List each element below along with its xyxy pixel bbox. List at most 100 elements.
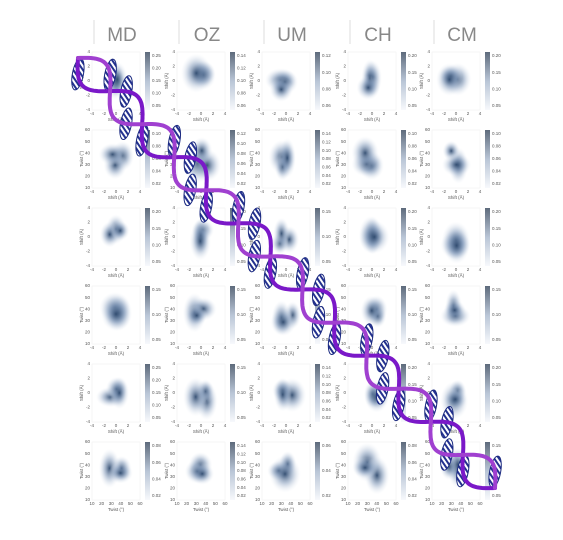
x-tick-label: 60	[137, 501, 143, 506]
y-tick-label: 2	[427, 64, 430, 69]
colorbar-tick-label: 0.05	[152, 415, 161, 420]
x-tick-label: -2	[187, 267, 191, 272]
x-tick-label: 0	[371, 111, 374, 116]
y-tick-label: 40	[255, 462, 261, 467]
density-blob	[190, 462, 215, 485]
density-blob	[269, 77, 293, 102]
column-header: OZ	[194, 25, 221, 46]
y-tick-label: 0	[427, 234, 430, 239]
x-tick-label: -2	[358, 111, 362, 116]
colorbar-tick-label: 0.12	[322, 53, 331, 58]
x-tick-label: -2	[442, 345, 446, 350]
colorbar-tick-label: 0.06	[237, 103, 246, 108]
x-tick-label: 2	[467, 423, 470, 428]
y-tick-label: 10	[341, 497, 347, 502]
x-tick-label: 4	[395, 345, 398, 350]
colorbar-tick-label: 0.05	[408, 103, 417, 108]
x-tick-label: -2	[358, 423, 362, 428]
x-tick-label: 4	[479, 423, 482, 428]
y-tick-label: 2	[343, 64, 346, 69]
x-tick-label: -4	[90, 111, 94, 116]
y-tick-label: 20	[170, 486, 176, 491]
x-axis-label: Shift (Å)	[193, 428, 210, 434]
x-tick-label: 0	[455, 267, 458, 272]
colorbar	[401, 442, 406, 500]
y-tick-label: -4	[256, 419, 260, 424]
y-tick-label: 0	[172, 234, 175, 239]
colorbar-tick-label: 0.04	[408, 477, 417, 482]
colorbar-tick-label: 0.20	[152, 378, 161, 383]
x-tick-label: -2	[102, 267, 106, 272]
y-tick-label: 50	[255, 139, 261, 144]
x-tick-label: 2	[297, 111, 300, 116]
colorbar-tick-label: 0.10	[322, 382, 331, 387]
y-axis-label: Twist (°)	[249, 306, 254, 323]
colorbar	[485, 364, 490, 422]
y-tick-label: 4	[87, 205, 90, 210]
colorbar	[485, 130, 490, 188]
y-tick-label: 4	[343, 361, 346, 366]
x-tick-label: 2	[127, 267, 130, 272]
y-tick-label: -2	[171, 249, 175, 254]
y-axis-label: Shift (Å)	[334, 72, 340, 89]
colorbar-tick-label: 0.14	[237, 53, 246, 58]
colorbar-tick-label: 0.04	[152, 477, 161, 482]
density-blob	[356, 75, 381, 101]
x-tick-label: 2	[297, 189, 300, 194]
y-tick-label: 4	[172, 361, 175, 366]
colorbar-tick-label: 0.06	[322, 103, 331, 108]
colorbar-tick-label: 0.12	[237, 66, 246, 71]
y-axis-label: Twist (°)	[335, 150, 340, 167]
colorbar-tick-label: 0.10	[322, 312, 331, 317]
y-tick-label: 2	[87, 376, 90, 381]
colorbar-tick-label: 0.02	[322, 493, 331, 498]
density-blob	[436, 63, 463, 96]
x-tick-label: 4	[139, 111, 142, 116]
y-axis-label: Twist (°)	[79, 462, 84, 479]
y-tick-label: 0	[87, 78, 90, 83]
y-tick-label: 60	[255, 127, 261, 132]
y-tick-label: 10	[425, 497, 431, 502]
y-tick-label: 4	[87, 361, 90, 366]
colorbar-tick-label: 0.12	[322, 374, 331, 379]
colorbar-tick-label: 0.02	[492, 181, 501, 186]
y-tick-label: 20	[425, 486, 431, 491]
colorbar-tick-label: 0.10	[237, 312, 246, 317]
colorbar-tick-label: 0.25	[152, 53, 161, 58]
x-tick-label: 0	[115, 111, 118, 116]
x-axis-label: Shift (Å)	[448, 116, 465, 122]
x-axis-label: Twist (°)	[108, 507, 125, 512]
x-tick-label: 0	[455, 345, 458, 350]
colorbar-tick-label: 0.10	[152, 91, 161, 96]
y-tick-label: 2	[427, 376, 430, 381]
x-tick-label: 0	[115, 189, 118, 194]
colorbar-tick-label: 0.05	[492, 259, 501, 264]
x-tick-label: 60	[393, 501, 399, 506]
x-tick-label: 2	[127, 189, 130, 194]
density-blob	[273, 217, 290, 250]
x-tick-label: 60	[477, 501, 483, 506]
density-blob	[270, 308, 296, 337]
colorbar-tick-label: 0.05	[492, 493, 501, 498]
x-tick-label: 4	[395, 267, 398, 272]
density-blob	[108, 462, 133, 484]
colorbar-tick-label: 0.10	[322, 70, 331, 75]
y-tick-label: -2	[86, 93, 90, 98]
y-axis-label: Shift (Å)	[163, 72, 169, 89]
x-tick-label: 2	[383, 189, 386, 194]
y-tick-label: -2	[426, 249, 430, 254]
y-tick-label: 10	[85, 185, 91, 190]
x-tick-label: 4	[139, 423, 142, 428]
x-tick-label: -2	[187, 423, 191, 428]
y-tick-label: 60	[255, 439, 261, 444]
colorbar-tick-label: 0.08	[152, 443, 161, 448]
colorbar-tick-label: 0.05	[408, 337, 417, 342]
colorbar-tick-label: 0.10	[492, 312, 501, 317]
x-tick-label: 0	[455, 111, 458, 116]
y-tick-label: 2	[343, 220, 346, 225]
column-header: CH	[364, 25, 391, 46]
y-axis-label: Shift (Å)	[334, 384, 340, 401]
y-tick-label: 30	[425, 474, 431, 479]
x-axis-label: Shift (Å)	[108, 350, 125, 356]
colorbar-tick-label: 0.10	[492, 399, 501, 404]
